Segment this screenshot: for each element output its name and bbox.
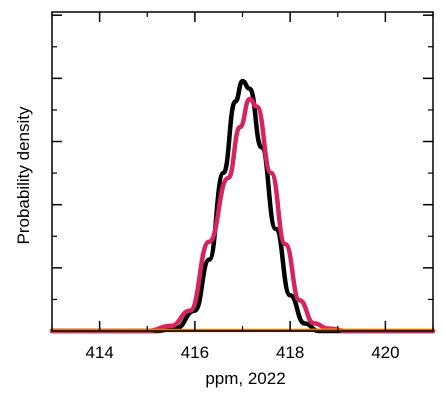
x-axis-title: ppm, 2022 bbox=[205, 369, 285, 388]
series-layer bbox=[49, 78, 436, 334]
x-tick-label: 414 bbox=[85, 343, 113, 362]
y-axis-title: Probability density bbox=[14, 106, 33, 244]
x-tick-label: 418 bbox=[276, 343, 304, 362]
ticks-layer: 414 416 418 420 bbox=[51, 12, 434, 362]
x-tick-label: 420 bbox=[371, 343, 399, 362]
series-line-0 bbox=[49, 78, 436, 334]
series-line-1 bbox=[49, 96, 436, 334]
plot-frame bbox=[51, 11, 434, 332]
x-tick-label: 416 bbox=[181, 343, 209, 362]
